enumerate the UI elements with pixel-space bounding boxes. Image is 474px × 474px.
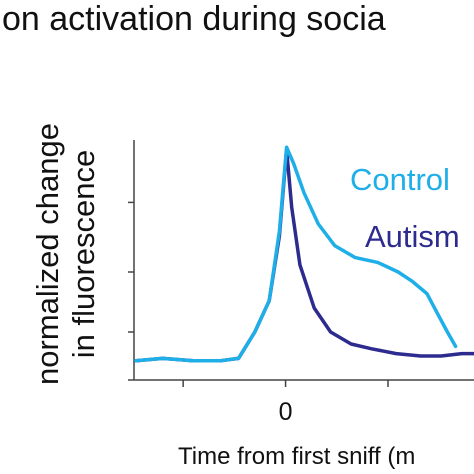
y-axis-label-line1: normalized change bbox=[30, 123, 65, 385]
chart-tick-labels: 0 bbox=[279, 398, 293, 426]
chart-legend: Control Autism bbox=[350, 162, 460, 254]
x-axis-label: Time from first sniff (m bbox=[178, 443, 415, 470]
chart-ticks bbox=[128, 201, 389, 387]
series-line-control bbox=[134, 145, 458, 363]
legend-label-autism: Autism bbox=[365, 219, 460, 254]
x-tick-label: 0 bbox=[279, 398, 293, 426]
y-axis-label-line2: in fluorescence bbox=[66, 150, 101, 359]
y-axis-label: normalized change in fluorescence bbox=[30, 123, 101, 385]
chart-axes bbox=[133, 140, 474, 381]
legend-label-control: Control bbox=[350, 162, 450, 197]
chart-plot-area bbox=[134, 145, 474, 363]
chart-title: on activation during socia bbox=[2, 0, 386, 38]
